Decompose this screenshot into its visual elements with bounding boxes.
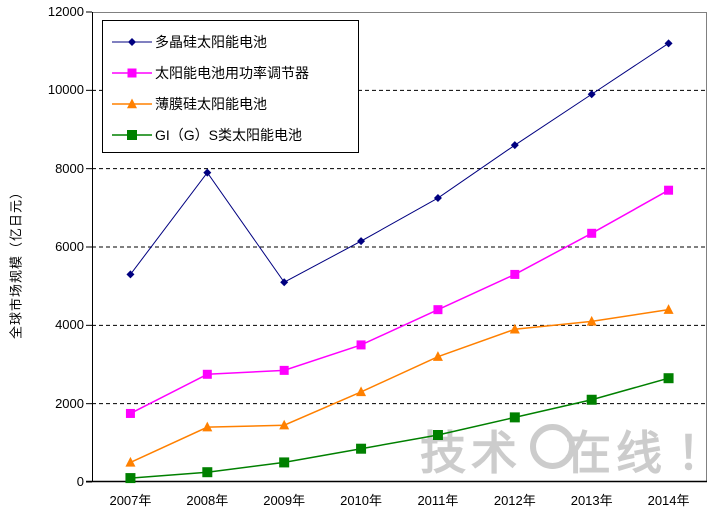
x-tick-label: 2014年	[647, 493, 690, 508]
data-point-marker	[432, 430, 443, 440]
series-line	[130, 42, 669, 283]
legend: 多晶硅太阳能电池太阳能电池用功率调节器 薄膜硅太阳能电池 GI（G）S类太阳能电池	[102, 20, 359, 153]
watermark-circle-icon	[530, 424, 575, 469]
data-point-marker	[127, 129, 137, 140]
legend-marker	[112, 129, 152, 140]
x-tick-label: 2008年	[186, 493, 229, 508]
data-point-marker	[509, 323, 520, 334]
x-tick-label: 2007年	[109, 493, 152, 508]
data-point-marker	[279, 457, 290, 468]
watermark-text-right: 在线	[565, 426, 667, 479]
y-tick-label: 0	[76, 474, 84, 489]
data-point-marker	[279, 365, 289, 375]
y-tick-label: 2000	[55, 395, 84, 411]
data-point-marker	[509, 412, 520, 423]
data-point-marker	[125, 456, 136, 467]
data-point-marker	[587, 90, 596, 99]
data-point-marker	[280, 278, 289, 287]
x-tick-label: 2011年	[417, 493, 459, 508]
watermark-exclamation: ！	[677, 430, 719, 476]
y-tick-label: 10000	[47, 82, 84, 98]
series-line	[130, 308, 669, 464]
data-point-marker	[128, 37, 136, 46]
legend-marker	[112, 98, 152, 108]
data-point-marker	[202, 467, 213, 478]
x-tick-label: 2009年	[263, 493, 306, 508]
legend-marker	[112, 68, 152, 77]
data-point-marker	[356, 443, 367, 454]
legend-item: 太阳能电池用功率调节器	[112, 57, 358, 88]
data-point-marker	[202, 369, 212, 379]
data-point-marker	[203, 168, 212, 177]
x-tick-label: 2012年	[493, 493, 536, 508]
data-point-marker	[126, 270, 135, 279]
data-point-marker	[433, 194, 442, 203]
legend-marker	[112, 37, 152, 46]
data-point-marker	[127, 98, 137, 108]
data-point-marker	[664, 39, 673, 48]
data-point-marker	[664, 185, 674, 195]
data-point-marker	[356, 386, 367, 397]
legend-label: 薄膜硅太阳能电池	[155, 95, 267, 112]
data-point-marker	[663, 304, 674, 314]
series-line	[130, 189, 669, 415]
data-point-marker	[432, 351, 443, 361]
y-tick-label: 6000	[55, 239, 84, 254]
legend-label: GI（G）S类太阳能电池	[155, 126, 303, 143]
data-point-marker	[663, 373, 674, 384]
y-tick-label: 4000	[55, 317, 84, 333]
data-point-marker	[127, 68, 137, 77]
data-point-marker	[587, 228, 597, 238]
data-point-marker	[433, 305, 443, 315]
data-point-marker	[125, 473, 136, 484]
data-point-marker	[125, 408, 135, 418]
x-tick-label: 2013年	[570, 493, 613, 508]
legend-label: 多晶硅太阳能电池	[155, 33, 267, 50]
y-tick-label: 8000	[55, 160, 84, 176]
legend-item: 薄膜硅太阳能电池	[112, 88, 358, 119]
data-point-marker	[586, 394, 597, 405]
data-point-marker	[356, 340, 366, 350]
data-point-marker	[510, 141, 519, 150]
legend-label: 太阳能电池用功率调节器	[155, 64, 309, 81]
data-point-marker	[510, 269, 520, 279]
y-tick-label: 12000	[47, 4, 84, 19]
data-point-marker	[202, 421, 213, 432]
data-point-marker	[357, 237, 366, 246]
legend-item: 多晶硅太阳能电池	[112, 26, 358, 57]
data-point-marker	[586, 315, 597, 326]
legend-item: GI（G）S类太阳能电池	[112, 119, 358, 150]
data-point-marker	[279, 419, 290, 430]
x-tick-label: 2010年	[340, 493, 383, 508]
series-line	[130, 377, 669, 479]
